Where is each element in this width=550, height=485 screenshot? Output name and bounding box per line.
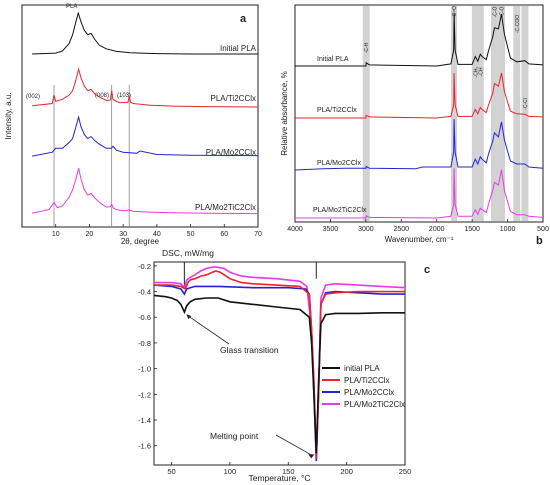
xrd-series-label-2: PLA/Mo2CClx (206, 148, 256, 157)
xrd-series-line-2 (32, 115, 259, 157)
dsc-y-tick-label-7: -1.6 (138, 442, 151, 451)
melting-point-arrow-line (275, 434, 313, 456)
melting-point-annotation: Melting point (210, 431, 259, 441)
dsc-legend-label-3: PLA/Mo2TiC2Clx (344, 400, 405, 409)
dsc-y-tick-label-2: -0.6 (138, 313, 151, 322)
panel-a-plot-frame (21, 4, 259, 228)
panel-a-xrd: Initial PLA PLA/Ti2CClx PLA/Mo2CClx PLA/Mo2… (4, 4, 262, 246)
ftir-y-axis-title: Relative absorbance, % (280, 71, 289, 156)
dsc-x-tick-label-1: 100 (224, 467, 237, 476)
ftir-x-tick-label-7: 500 (537, 226, 549, 233)
ftir-x-tick-label-3: 2500 (393, 226, 409, 233)
ftir-band-4 (490, 6, 498, 221)
dsc-legend-label-2: PLA/Mo2CClx (344, 388, 394, 397)
dsc-y-tick-label-5: -1.2 (138, 390, 151, 399)
ftir-band-label-0: -C-H (364, 42, 370, 53)
xrd-peak-label-2: (008) (95, 93, 109, 99)
ftir-band-0 (362, 6, 370, 221)
ftir-x-tick-label-6: 1000 (500, 226, 516, 233)
xrd-series-label-3: PLA/Mo2TiC2Clx (195, 203, 256, 212)
dsc-y-tick-label-4: -1.0 (138, 365, 151, 374)
ftir-series-line-0 (295, 12, 544, 67)
dsc-series-line-0 (153, 294, 405, 454)
ftir-band-1 (451, 6, 458, 221)
ftir-band-label-3: -CH (478, 67, 484, 76)
glass-transition-arrow-head (186, 314, 192, 320)
dsc-y-axis-title: DSC, mW/mg (162, 248, 214, 258)
xrd-x-tick-label-4: 50 (187, 231, 195, 238)
ftir-band-label-1: -C=O (452, 6, 458, 18)
ftir-x-tick-label-5: 1500 (464, 226, 480, 233)
dsc-x-tick-label-4: 250 (399, 467, 412, 476)
panel-b-ftir: Initial PLA PLA/Ti2CClx PLA/Mo2CClx PLA/Mo2… (280, 4, 549, 247)
dsc-y-tick-label-6: -1.4 (138, 416, 151, 425)
xrd-peak-label-1: (002) (26, 94, 40, 100)
dsc-y-tick-label-1: -0.4 (138, 288, 151, 297)
dsc-y-tick-label-0: -0.2 (138, 262, 151, 271)
dsc-series-line-3 (154, 266, 406, 459)
ftir-x-tick-label-0: 4000 (287, 226, 303, 233)
xrd-x-tick-label-5: 60 (220, 231, 228, 238)
ftir-x-tick-label-1: 3500 (323, 226, 339, 233)
panel-c-letter: c (424, 264, 430, 276)
dsc-x-tick-label-2: 150 (282, 467, 295, 476)
ftir-band-5 (498, 6, 506, 221)
dsc-legend-label-1: PLA/Ti2CClx (344, 376, 390, 385)
panel-b-letter: b (536, 235, 543, 247)
xrd-series-line-3 (31, 168, 259, 215)
panel-a-letter: a (240, 13, 247, 25)
dsc-series-line-2 (153, 284, 405, 462)
ftir-band-7 (521, 6, 529, 221)
dsc-series-line-1 (154, 270, 405, 459)
ftir-series-label-3: PLA/Mo2TiC2Clx (313, 207, 367, 214)
xrd-series-label-1: PLA/Ti2CClx (211, 94, 257, 103)
ftir-series-line-3 (295, 168, 544, 219)
glass-transition-annotation: Glass transition (220, 345, 279, 355)
xrd-x-tick-label-1: 20 (86, 231, 94, 238)
ftir-x-tick-label-4: 2000 (429, 226, 445, 233)
xrd-x-tick-label-6: 70 (254, 231, 262, 238)
dsc-x-tick-label-3: 200 (340, 467, 353, 476)
glass-transition-arrow-line (188, 315, 230, 345)
ftir-band-label-2: -CH₃ (473, 67, 479, 78)
xrd-x-axis-title: 2θ, degree (121, 237, 160, 246)
ftir-series-line-1 (295, 72, 544, 119)
ftir-x-tick-label-2: 3000 (358, 226, 374, 233)
dsc-legend-label-0: initial PLA (344, 364, 380, 373)
ftir-band-2 (471, 6, 479, 221)
xrd-peak-label-3: (103) (117, 93, 131, 99)
ftir-series-label-2: PLA/Mo2CClx (317, 160, 361, 167)
xrd-peak-label-0: PLA (66, 4, 77, 10)
dsc-x-axis-title: Temperature, °C (249, 473, 311, 483)
panel-c-dsc: -0.2 -0.4 -0.6 -0.8 -1.0 -1.2 -1.4 -1.6 50 100 150… (138, 248, 430, 483)
ftir-x-axis-title: Wavenumber, cm⁻¹ (385, 235, 454, 244)
ftir-series-label-1: PLA/Ti2CClx (317, 107, 357, 114)
xrd-y-axis-title: Intensity, a.u. (4, 93, 13, 140)
ftir-band-label-6: -C-COO (515, 15, 521, 33)
ftir-band-3 (476, 6, 484, 221)
xrd-x-tick-label-2: 30 (119, 231, 127, 238)
melting-point-arrow-head (308, 454, 315, 459)
xrd-series-line-0 (32, 11, 258, 55)
panel-c-plot-frame (153, 261, 406, 466)
panel-b-plot-frame (294, 4, 544, 223)
ftir-band-label-5: -C-O (500, 6, 506, 17)
xrd-x-tick-label-3: 40 (153, 231, 161, 238)
xrd-x-tick-label-0: 10 (52, 231, 60, 238)
ftir-series-label-0: Initial PLA (317, 56, 349, 63)
dsc-y-tick-label-3: -0.8 (138, 339, 151, 348)
xrd-series-label-0: Initial PLA (220, 44, 257, 53)
ftir-series-line-2 (294, 118, 544, 171)
ftir-band-label-4: -C-O (492, 6, 498, 17)
ftir-band-label-7: -C-Cl (523, 98, 529, 110)
xrd-series-line-1 (32, 67, 259, 108)
dsc-x-tick-label-0: 50 (167, 467, 175, 476)
